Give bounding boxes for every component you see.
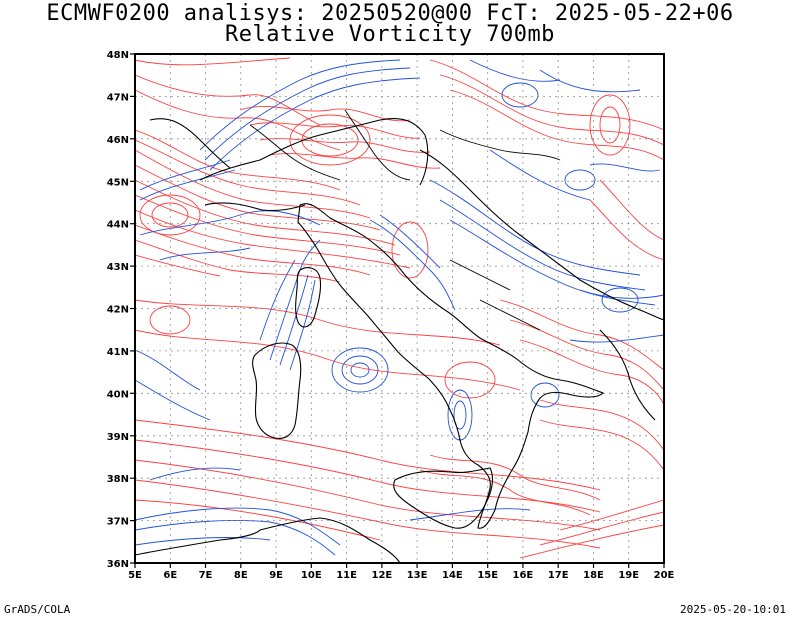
lon-label: 9E (269, 570, 283, 581)
axis-ticks (130, 53, 665, 568)
footer-software-label: GrADS/COLA (4, 603, 71, 616)
lon-label: 8E (234, 570, 248, 581)
lat-label: 42N (107, 305, 129, 316)
lat-label: 45N (107, 177, 129, 188)
map-title-line1: ECMWF0200 analisys: 20250520@00 FcT: 202… (46, 1, 734, 26)
coastlines (135, 109, 664, 563)
contour-field (135, 57, 664, 559)
lon-label: 17E (548, 570, 569, 581)
lon-label: 11E (336, 570, 357, 581)
map-title-line2: Relative Vorticity 700mb (225, 22, 555, 47)
lon-label: 16E (513, 570, 534, 581)
lat-label: 36N (107, 559, 129, 570)
lat-label: 39N (107, 432, 129, 443)
lat-label: 37N (107, 517, 129, 528)
lat-label: 48N (107, 50, 129, 61)
positive-vorticity-contours (135, 57, 664, 559)
lon-label: 13E (407, 570, 428, 581)
footer-timestamp: 2025-05-20-10:01 (680, 603, 786, 616)
lon-label: 20E (654, 570, 675, 581)
lat-label: 43N (107, 262, 129, 273)
lon-label: 14E (442, 570, 463, 581)
lat-label: 47N (107, 92, 129, 103)
lon-label: 7E (199, 570, 213, 581)
lat-label: 38N (107, 474, 129, 485)
lat-label: 41N (107, 347, 129, 358)
lon-label: 18E (583, 570, 604, 581)
lon-label: 5E (128, 570, 142, 581)
lon-label: 6E (163, 570, 177, 581)
lat-label: 44N (107, 220, 129, 231)
lon-label: 12E (372, 570, 393, 581)
latitude-labels: 48N 47N 46N 45N 44N 43N 42N 41N 40N 39N … (107, 50, 129, 570)
lat-label: 40N (107, 389, 129, 400)
lat-label: 46N (107, 135, 129, 146)
graticule (135, 54, 664, 563)
longitude-labels: 5E 6E 7E 8E 9E 10E 11E 12E 13E 14E 15E 1… (128, 570, 674, 581)
negative-vorticity-contours (135, 59, 664, 556)
lon-label: 10E (301, 570, 322, 581)
lon-label: 15E (477, 570, 498, 581)
lon-label: 19E (618, 570, 639, 581)
